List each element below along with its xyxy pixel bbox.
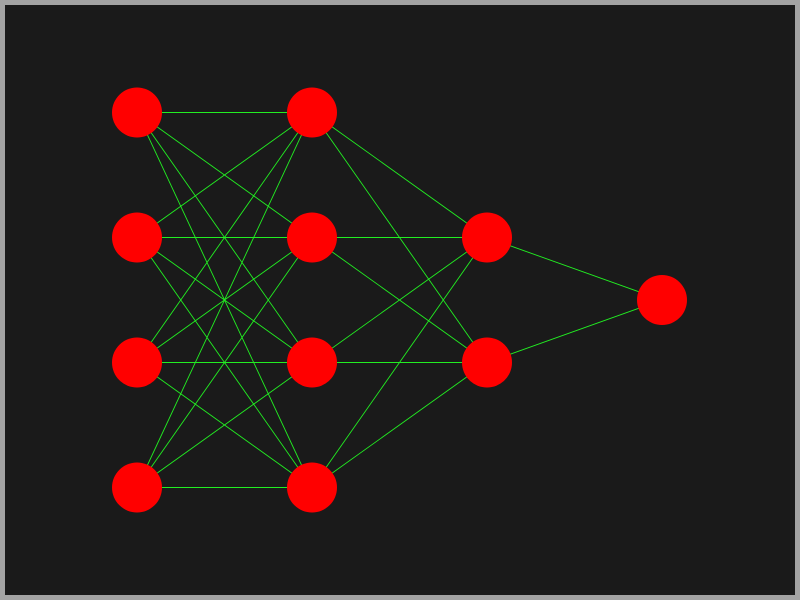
edge-l3n2-l4n1 (486, 299, 663, 363)
node-layer3-1 (462, 212, 512, 263)
edges (136, 112, 663, 488)
edge-l1n3-l2n1 (136, 112, 313, 363)
node-layer1-2 (112, 212, 162, 263)
nodes (112, 87, 687, 513)
edge-l1n2-l2n1 (136, 112, 313, 238)
neural-network-diagram (112, 87, 687, 513)
node-layer1-1 (112, 87, 162, 138)
node-layer2-1 (287, 87, 337, 138)
node-layer1-4 (112, 462, 162, 513)
edge-l2n1-l3n1 (311, 112, 488, 238)
edge-l1n4-l2n1 (136, 112, 313, 488)
edge-l3n1-l4n1 (486, 237, 663, 301)
node-layer2-4 (287, 462, 337, 513)
node-layer1-3 (112, 337, 162, 388)
node-layer3-2 (462, 337, 512, 388)
edge-l2n4-l3n1 (311, 237, 488, 488)
edge-l1n4-l2n2 (136, 237, 313, 488)
node-layer2-2 (287, 212, 337, 263)
node-layer2-3 (287, 337, 337, 388)
edge-l2n4-l3n2 (311, 362, 488, 488)
edge-l1n4-l2n3 (136, 362, 313, 488)
node-layer4-1 (637, 275, 687, 325)
edge-l2n3-l3n1 (311, 237, 488, 363)
